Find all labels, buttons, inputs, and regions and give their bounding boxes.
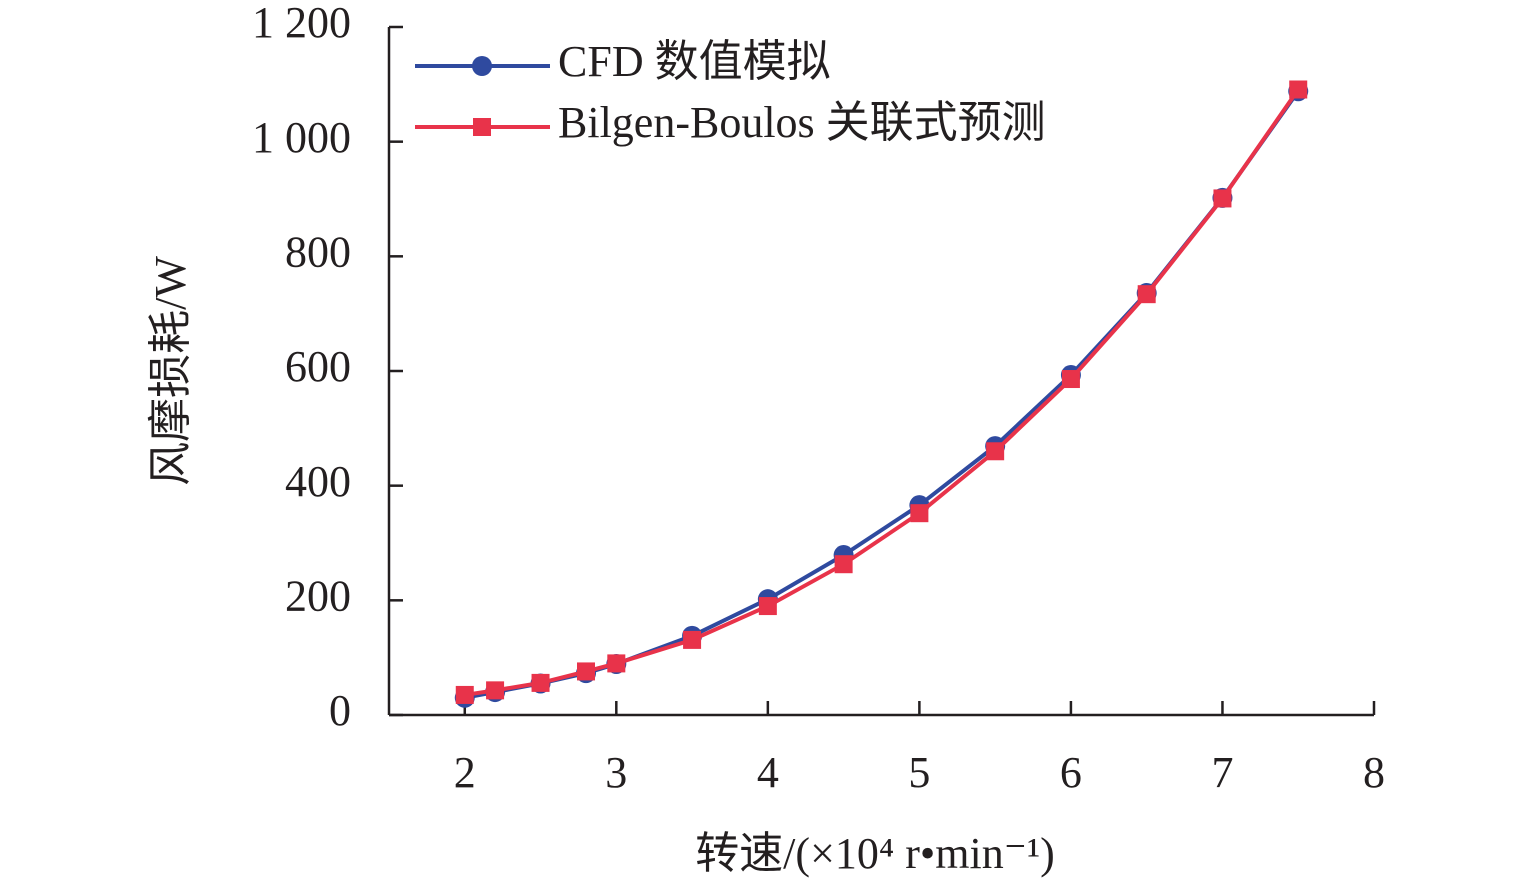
x-tick-label: 3 <box>605 748 627 797</box>
y-tick-label: 1 000 <box>252 113 351 162</box>
y-tick-label: 0 <box>329 686 351 735</box>
y-tick-label: 800 <box>285 227 351 276</box>
legend-marker <box>473 118 491 136</box>
data-point <box>455 685 474 704</box>
y-tick-label: 600 <box>285 342 351 391</box>
x-tick-label: 8 <box>1363 748 1385 797</box>
x-tick-label: 2 <box>454 748 476 797</box>
data-point <box>758 597 777 616</box>
data-point <box>486 681 505 700</box>
series-line <box>464 90 1300 700</box>
legend-label: CFD 数值模拟 <box>558 37 831 86</box>
y-tick-label: 1 200 <box>252 0 351 47</box>
data-point <box>986 442 1005 461</box>
data-point <box>834 555 853 574</box>
data-point <box>910 504 929 523</box>
legend-marker <box>472 56 492 76</box>
y-tick-label: 200 <box>285 571 351 620</box>
y-tick-label: 400 <box>285 457 351 506</box>
y-axis-label: 风摩损耗/W <box>146 256 195 486</box>
data-point <box>1061 370 1080 389</box>
data-point <box>1213 189 1232 208</box>
x-axis-label: 转速/(×10⁴ r•min⁻¹) <box>695 829 1055 878</box>
data-point <box>1137 285 1156 304</box>
data-point <box>607 654 626 673</box>
legend-label: Bilgen-Boulos 关联式预测 <box>558 98 1046 147</box>
data-point <box>1289 80 1308 99</box>
data-point <box>531 673 550 692</box>
series-line <box>464 88 1300 697</box>
x-tick-label: 7 <box>1211 748 1233 797</box>
data-point <box>577 662 595 681</box>
x-tick-label: 6 <box>1060 748 1082 797</box>
x-tick-label: 4 <box>757 748 779 797</box>
x-tick-label: 5 <box>908 748 930 797</box>
data-point <box>683 630 702 649</box>
